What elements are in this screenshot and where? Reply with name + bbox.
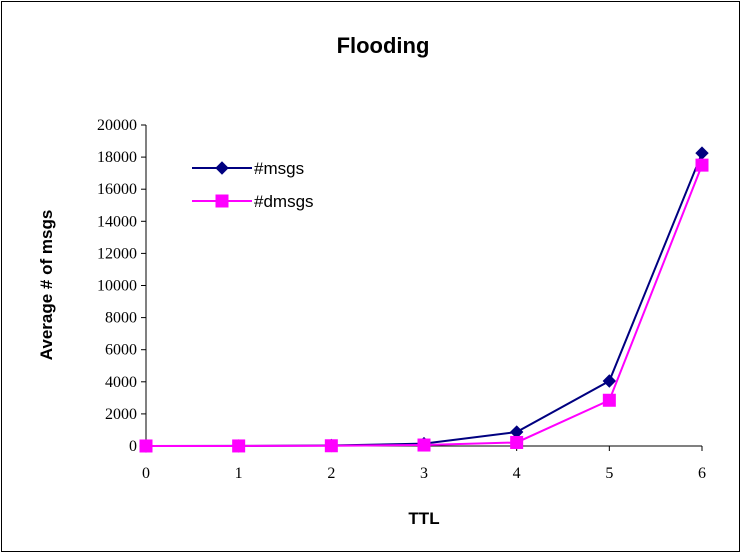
y-tick-label: 4000 (105, 374, 137, 391)
legend-marker (215, 161, 229, 175)
data-point (602, 374, 617, 388)
legend-label: #dmsgs (254, 192, 314, 211)
y-tick-label: 12000 (97, 245, 137, 262)
y-tick-label: 10000 (97, 278, 137, 295)
series-1 (139, 158, 709, 453)
series-group (139, 146, 709, 453)
data-point (139, 439, 153, 453)
data-point (695, 146, 709, 160)
data-point (602, 393, 616, 407)
y-tick-label: 8000 (105, 310, 137, 327)
x-tick-label: 5 (605, 465, 613, 482)
legend-label: #msgs (254, 159, 304, 178)
plot-area (145, 125, 702, 447)
y-ticks: 0 2000 4000 6000 8000 10000 12000 14000 16000 180… (97, 117, 146, 455)
series-line (145, 164, 703, 447)
y-tick-label: 6000 (105, 342, 137, 359)
y-tick-label: 14000 (97, 213, 137, 230)
legend-item: #dmsgs (192, 192, 314, 211)
x-axis-title: TTL (408, 509, 439, 528)
data-point (695, 158, 709, 172)
series-line (145, 152, 703, 447)
x-tick-label: 0 (142, 465, 150, 482)
chart-title: Flooding (337, 33, 430, 58)
series-0 (139, 146, 709, 453)
legend-marker (215, 194, 229, 208)
x-tick-label: 6 (698, 465, 706, 482)
data-point (232, 439, 246, 453)
data-point (324, 439, 338, 453)
data-point (417, 438, 431, 452)
y-tick-label: 16000 (97, 181, 137, 198)
y-tick-label: 20000 (97, 117, 137, 134)
x-tick-label: 3 (420, 465, 428, 482)
legend: #msgs #dmsgs (192, 159, 314, 211)
x-tick-label: 2 (327, 465, 335, 482)
data-point (510, 435, 524, 449)
y-axis-title: Average # of msgs (37, 210, 56, 361)
legend-item: #msgs (192, 159, 304, 178)
y-tick-label: 18000 (97, 149, 137, 166)
y-tick-label: 2000 (105, 406, 137, 423)
y-tick-label: 0 (129, 438, 137, 455)
x-tick-label: 4 (513, 465, 521, 482)
x-tick-label: 1 (235, 465, 243, 482)
